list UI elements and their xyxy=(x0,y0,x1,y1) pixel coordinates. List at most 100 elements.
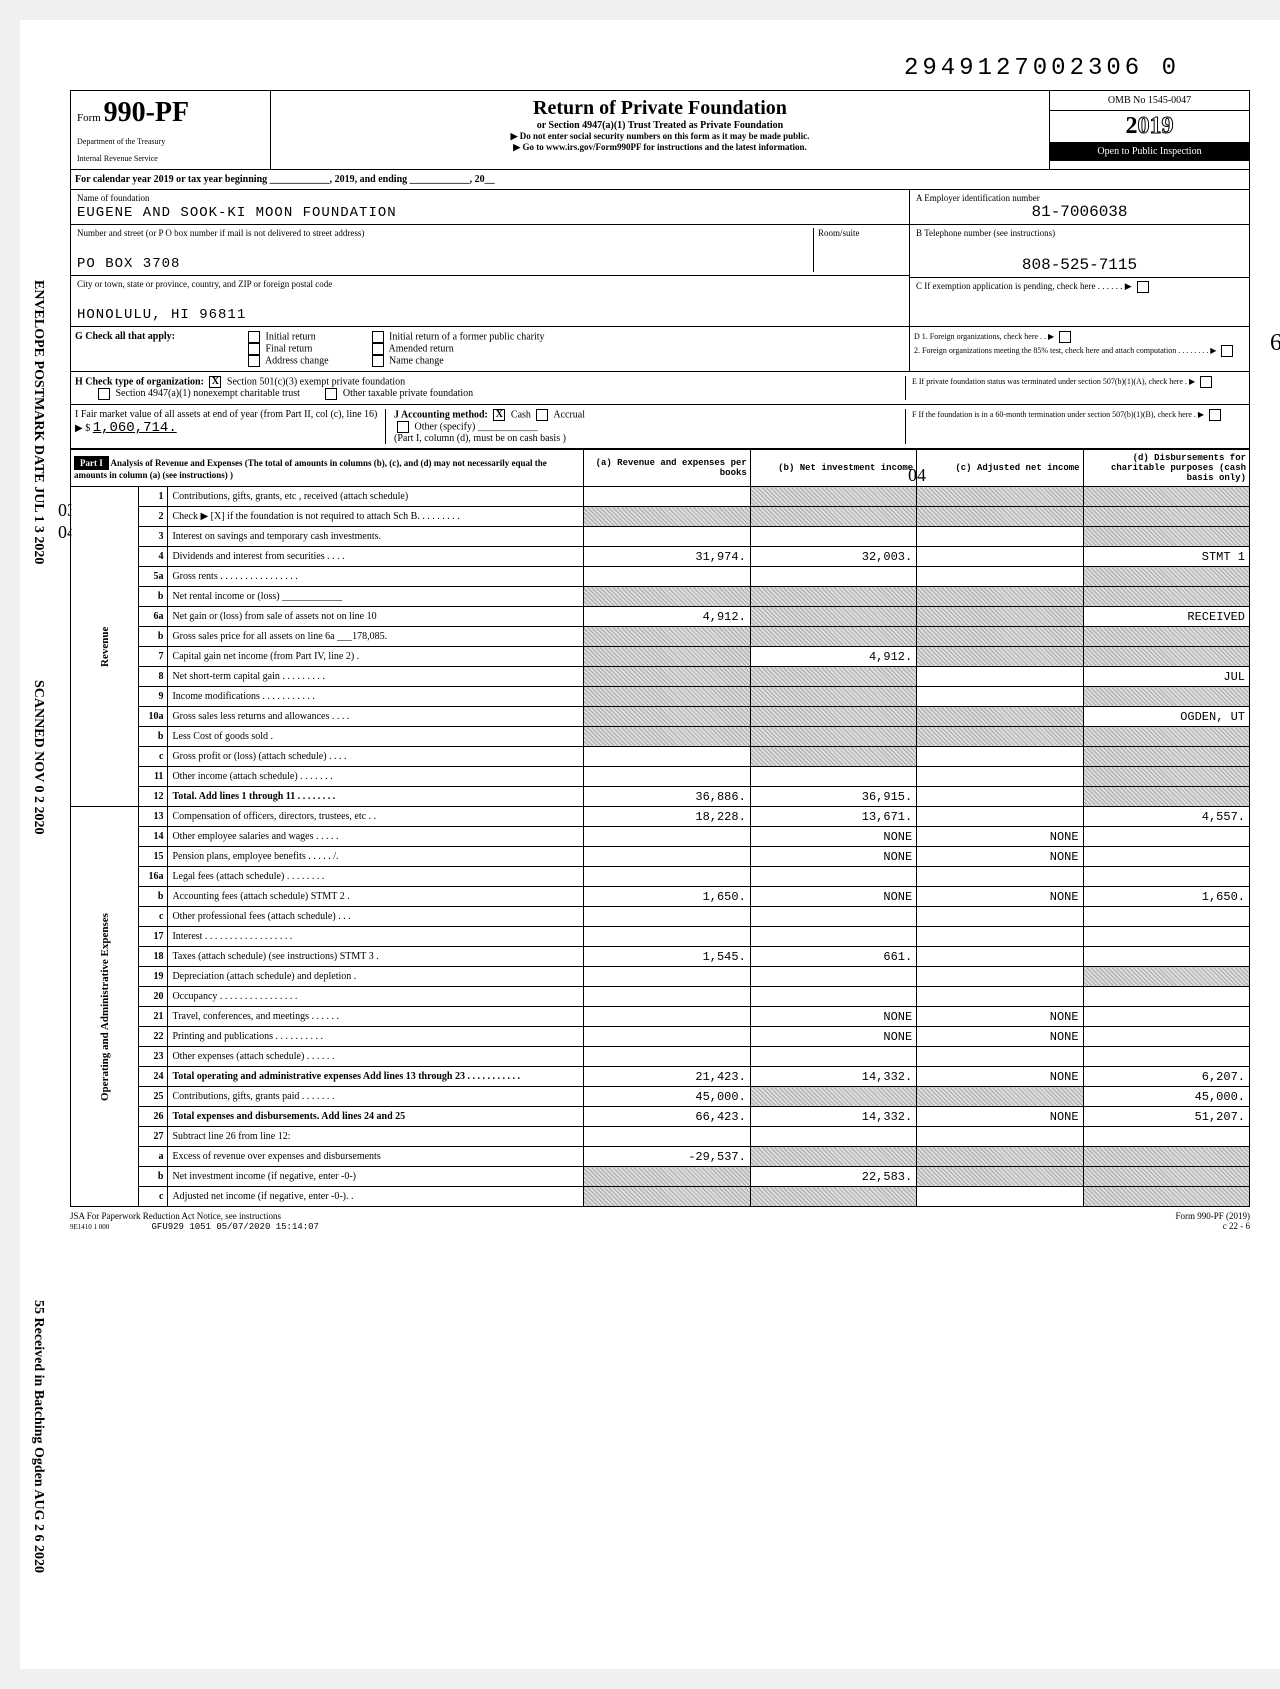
value-cell-a xyxy=(584,767,750,787)
line-description: Other income (attach schedule) . . . . .… xyxy=(168,767,584,787)
line-description: Gross sales less returns and allowances … xyxy=(168,707,584,727)
line-number: 23 xyxy=(138,1047,168,1067)
value-cell-a xyxy=(584,587,750,607)
exemption-checkbox[interactable] xyxy=(1137,281,1149,293)
foreign-85-cb[interactable] xyxy=(1221,345,1233,357)
h-label: H Check type of organization: xyxy=(75,376,204,387)
value-cell-d xyxy=(1083,1047,1249,1067)
line-description: Contributions, gifts, grants, etc , rece… xyxy=(168,487,584,507)
table-row: 3Interest on savings and temporary cash … xyxy=(71,527,1250,547)
line-description: Less Cost of goods sold . xyxy=(168,727,584,747)
value-cell-b xyxy=(750,487,916,507)
table-row: 4Dividends and interest from securities … xyxy=(71,547,1250,567)
value-cell-b: 14,332. xyxy=(750,1067,916,1087)
line-number: 11 xyxy=(138,767,168,787)
value-cell-d xyxy=(1083,727,1249,747)
value-cell-b xyxy=(750,767,916,787)
final-return-cb[interactable] xyxy=(248,343,260,355)
value-cell-d xyxy=(1083,967,1249,987)
line-number: 8 xyxy=(138,667,168,687)
value-cell-b: 32,003. xyxy=(750,547,916,567)
value-cell-c xyxy=(917,1047,1083,1067)
table-row: 2Check ▶ [X] if the foundation is not re… xyxy=(71,507,1250,527)
other-taxable-cb[interactable] xyxy=(325,388,337,400)
initial-return-cb[interactable] xyxy=(248,331,260,343)
table-row: 24Total operating and administrative exp… xyxy=(71,1067,1250,1087)
room-label: Room/suite xyxy=(818,228,903,238)
part1-title: Analysis of Revenue and Expenses (The to… xyxy=(74,458,547,480)
value-cell-c: NONE xyxy=(917,1107,1083,1127)
value-cell-d xyxy=(1083,947,1249,967)
line-description: Total operating and administrative expen… xyxy=(168,1067,584,1087)
cash-basis-note: (Part I, column (d), must be on cash bas… xyxy=(394,433,566,444)
line-number: 25 xyxy=(138,1087,168,1107)
scanned-stamp: SCANNED NOV 0 2 2020 xyxy=(30,680,46,835)
value-cell-b xyxy=(750,607,916,627)
line-number: 12 xyxy=(138,787,168,807)
amended-cb[interactable] xyxy=(372,343,384,355)
value-cell-d xyxy=(1083,647,1249,667)
foreign-org-cb[interactable] xyxy=(1059,331,1071,343)
line-number: 20 xyxy=(138,987,168,1007)
value-cell-b: NONE xyxy=(750,887,916,907)
value-cell-a: 1,650. xyxy=(584,887,750,907)
former-charity-cb[interactable] xyxy=(372,331,384,343)
value-cell-c xyxy=(917,527,1083,547)
form-number: 990-PF xyxy=(104,97,190,128)
501c3-cb[interactable]: X xyxy=(209,376,221,388)
name-change-cb[interactable] xyxy=(372,355,384,367)
line-number: 3 xyxy=(138,527,168,547)
value-cell-a: 18,228. xyxy=(584,807,750,827)
value-cell-b xyxy=(750,707,916,727)
value-cell-c xyxy=(917,667,1083,687)
form-prefix: Form xyxy=(77,112,101,124)
value-cell-b xyxy=(750,687,916,707)
value-cell-a xyxy=(584,1007,750,1027)
table-row: 14Other employee salaries and wages . . … xyxy=(71,827,1250,847)
value-cell-c xyxy=(917,727,1083,747)
value-cell-b xyxy=(750,967,916,987)
table-row: 22Printing and publications . . . . . . … xyxy=(71,1027,1250,1047)
table-row: cAdjusted net income (if negative, enter… xyxy=(71,1187,1250,1207)
value-cell-b xyxy=(750,867,916,887)
e-cb[interactable] xyxy=(1200,376,1212,388)
value-cell-b: 22,583. xyxy=(750,1167,916,1187)
table-row: 10aGross sales less returns and allowanc… xyxy=(71,707,1250,727)
address-change-cb[interactable] xyxy=(248,355,260,367)
table-row: 9Income modifications . . . . . . . . . … xyxy=(71,687,1250,707)
value-cell-b: 4,912. xyxy=(750,647,916,667)
value-cell-d xyxy=(1083,847,1249,867)
value-cell-c xyxy=(917,687,1083,707)
value-cell-a: 66,423. xyxy=(584,1107,750,1127)
postmark-stamp: ENVELOPE POSTMARK DATE JUL 1 3 2020 xyxy=(30,280,46,564)
line-number: 16a xyxy=(138,867,168,887)
value-cell-b: 36,915. xyxy=(750,787,916,807)
value-cell-a xyxy=(584,707,750,727)
value-cell-a xyxy=(584,567,750,587)
line-number: 22 xyxy=(138,1027,168,1047)
line-description: Taxes (attach schedule) (see instruction… xyxy=(168,947,584,967)
value-cell-a: 36,886. xyxy=(584,787,750,807)
col-a-header: (a) Revenue and expenses per books xyxy=(584,450,750,487)
paperwork-notice: JSA For Paperwork Reduction Act Notice, … xyxy=(70,1211,281,1221)
line-description: Gross sales price for all assets on line… xyxy=(168,627,584,647)
f-cb[interactable] xyxy=(1209,409,1221,421)
line-description: Occupancy . . . . . . . . . . . . . . . … xyxy=(168,987,584,1007)
value-cell-d xyxy=(1083,787,1249,807)
value-cell-c xyxy=(917,587,1083,607)
accrual-cb[interactable] xyxy=(536,409,548,421)
table-row: 18Taxes (attach schedule) (see instructi… xyxy=(71,947,1250,967)
value-cell-c xyxy=(917,547,1083,567)
value-cell-c: NONE xyxy=(917,847,1083,867)
value-cell-c xyxy=(917,987,1083,1007)
4947-cb[interactable] xyxy=(98,388,110,400)
part1-table: Part I Analysis of Revenue and Expenses … xyxy=(70,449,1250,1207)
cash-cb[interactable]: X xyxy=(493,409,505,421)
value-cell-c xyxy=(917,787,1083,807)
other-method-cb[interactable] xyxy=(397,421,409,433)
jsa-code: 9E1410 1 000 xyxy=(70,1223,109,1231)
form-title: Return of Private Foundation xyxy=(277,97,1043,120)
line-number: 18 xyxy=(138,947,168,967)
form-ref: Form 990-PF (2019) xyxy=(1175,1211,1250,1221)
table-row: 19Depreciation (attach schedule) and dep… xyxy=(71,967,1250,987)
